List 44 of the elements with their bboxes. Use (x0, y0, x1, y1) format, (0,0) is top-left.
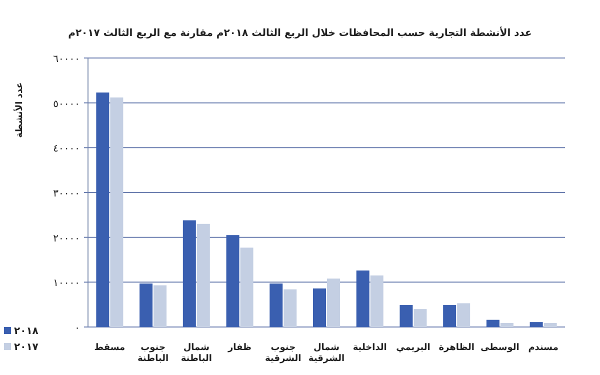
bar (544, 322, 557, 327)
y-tick-label: ١٠٠٠٠ (53, 278, 80, 290)
y-tick-label: ٤٠٠٠٠ (53, 144, 80, 155)
y-tick-label: ٥٠٠٠٠ (53, 98, 80, 110)
y-tick-label: ٣٠٠٠٠ (53, 188, 80, 200)
x-tick-label: الداخلية (352, 343, 387, 353)
y-tick-label: ٠ (74, 323, 80, 334)
x-tick-label: جنوب الباطنة (137, 343, 169, 364)
x-tick-label: الظاهرة (438, 343, 474, 353)
y-tick-label: ٦٠٠٠٠ (53, 54, 80, 65)
x-tick-label: البريمي (396, 343, 430, 353)
bar (240, 248, 254, 327)
bar (284, 289, 297, 327)
x-tick-label: مسقط (94, 343, 126, 353)
bar (110, 97, 124, 327)
x-tick-label: شمال الباطنة (180, 343, 212, 364)
y-axis-title: عدد الأنشطة (13, 82, 25, 138)
bar (182, 220, 196, 327)
bar (400, 305, 413, 327)
bar (196, 224, 210, 327)
bar (154, 285, 167, 327)
bar (140, 284, 153, 327)
x-tick-label: شمال الشرقية (308, 343, 345, 364)
bar (356, 270, 370, 327)
bar (370, 275, 384, 327)
bar (226, 235, 240, 327)
bar (443, 305, 456, 327)
x-tick-label: الوسطى (480, 343, 520, 353)
bar (530, 322, 543, 327)
x-tick-label: ظفار (227, 343, 252, 353)
bar (486, 320, 500, 327)
bar (500, 322, 514, 327)
bar (414, 309, 427, 327)
x-tick-label: مسندم (528, 343, 558, 353)
bar (96, 92, 110, 327)
bar (270, 284, 283, 327)
bar (457, 303, 470, 327)
legend-label: ٢٠١٧ (14, 342, 38, 353)
x-tick-label: جنوب الشرقية (265, 343, 302, 364)
y-tick-label: ٢٠٠٠٠ (53, 233, 80, 244)
legend-label: ٢٠١٨ (14, 326, 38, 337)
bar (327, 278, 340, 327)
chart-title: عدد الأنشطة التجارية حسب المحافظات خلال الربع الثالث ٢٠١٨م مقارنة مع الربع الثالث ٢٠١٧م (68, 26, 532, 39)
bar (313, 288, 326, 327)
